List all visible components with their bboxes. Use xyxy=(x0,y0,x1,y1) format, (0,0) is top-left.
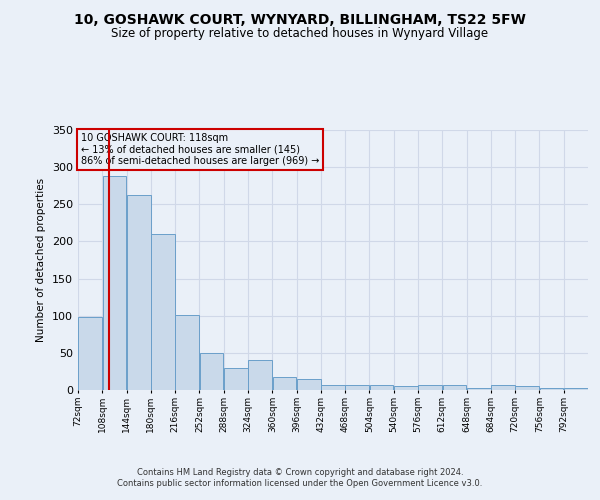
Bar xyxy=(515,386,539,390)
Bar xyxy=(321,385,345,390)
Text: Size of property relative to detached houses in Wynyard Village: Size of property relative to detached ho… xyxy=(112,28,488,40)
Bar xyxy=(394,386,418,390)
Bar xyxy=(540,388,563,390)
Bar xyxy=(79,317,102,390)
Bar xyxy=(224,368,248,390)
Text: 10, GOSHAWK COURT, WYNYARD, BILLINGHAM, TS22 5FW: 10, GOSHAWK COURT, WYNYARD, BILLINGHAM, … xyxy=(74,12,526,26)
Bar xyxy=(297,379,320,390)
Bar xyxy=(272,378,296,390)
Text: Contains HM Land Registry data © Crown copyright and database right 2024.
Contai: Contains HM Land Registry data © Crown c… xyxy=(118,468,482,487)
Bar xyxy=(248,360,272,390)
Bar xyxy=(127,194,151,390)
Bar xyxy=(491,385,515,390)
Bar xyxy=(467,388,491,390)
Bar xyxy=(103,176,126,390)
Text: 10 GOSHAWK COURT: 118sqm
← 13% of detached houses are smaller (145)
86% of semi-: 10 GOSHAWK COURT: 118sqm ← 13% of detach… xyxy=(80,132,319,166)
Y-axis label: Number of detached properties: Number of detached properties xyxy=(37,178,46,342)
Bar xyxy=(418,385,442,390)
Bar xyxy=(370,385,394,390)
Bar xyxy=(346,385,369,390)
Bar xyxy=(200,353,223,390)
Bar xyxy=(564,388,587,390)
Bar xyxy=(175,315,199,390)
Bar xyxy=(443,385,466,390)
Bar xyxy=(151,234,175,390)
